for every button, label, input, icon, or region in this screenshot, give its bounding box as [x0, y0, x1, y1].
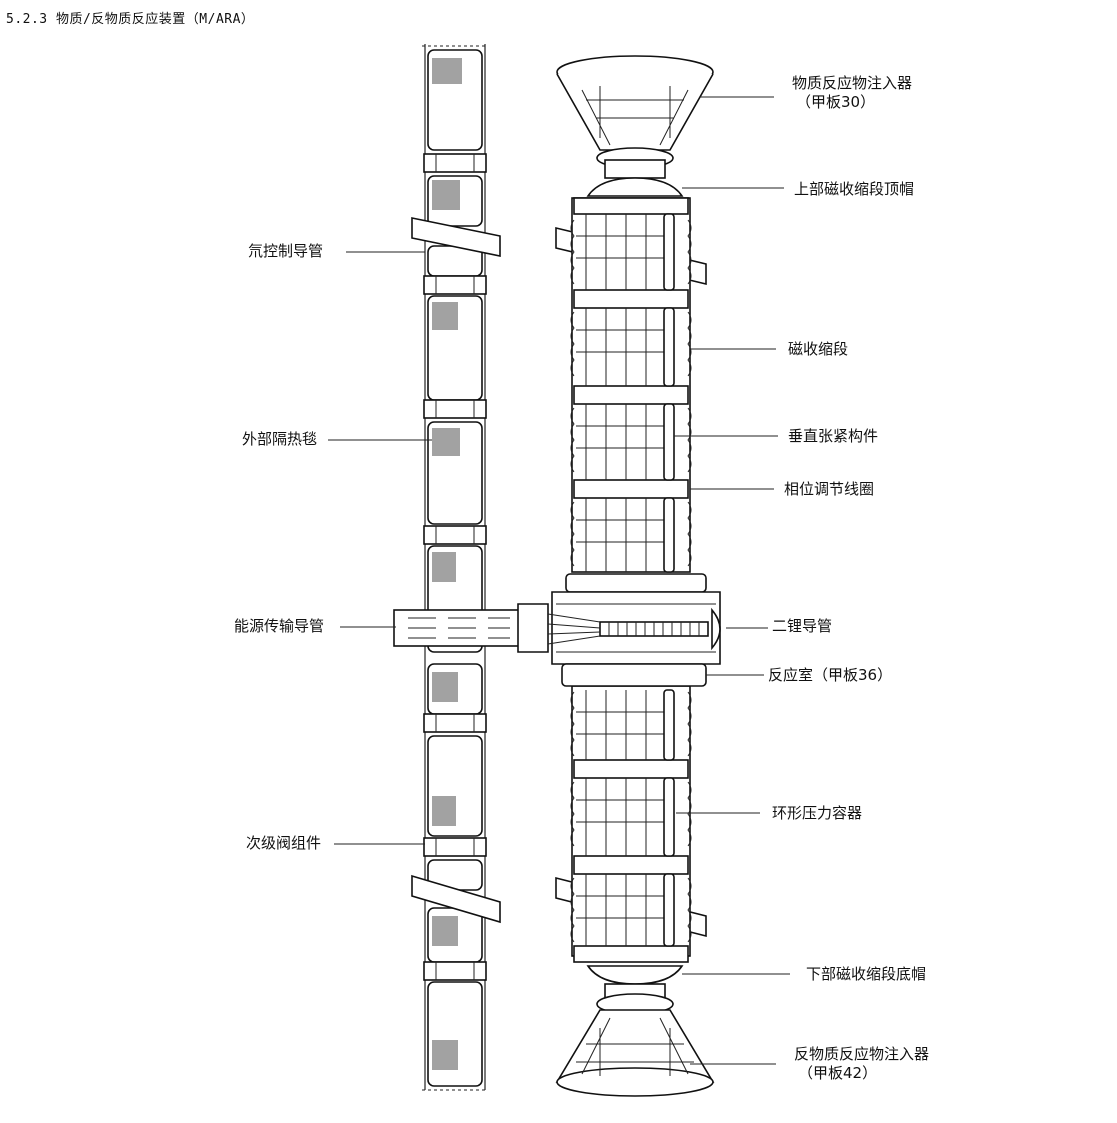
leader-lines [328, 96, 790, 1065]
label-reaction-chamber: 反应室（甲板36） [768, 666, 893, 684]
label-upper-cap: 上部磁收缩段顶帽 [794, 180, 915, 198]
label-secondary-valve: 次级阀组件 [246, 834, 322, 852]
label-insulation-blanket: 外部隔热毯 [242, 430, 318, 448]
label-gas-conduit: 氘控制导管 [248, 242, 324, 260]
matter-injector [556, 55, 714, 179]
page-header: 5.2.3 物质/反物质反应装置（M/ARA） [6, 12, 255, 27]
tension-members [663, 213, 675, 947]
label-matter-injector-ref: （甲板30） [796, 93, 876, 111]
core-column [393, 55, 721, 1097]
label-matter-injector: 物质反应物注入器 （甲板30） [792, 74, 912, 112]
label-lower-cap: 下部磁收缩段底帽 [806, 965, 927, 983]
label-antimatter-injector-name: 反物质反应物注入器 [794, 1045, 930, 1063]
upper-grid [576, 214, 666, 946]
reaction-chamber [393, 573, 721, 687]
label-antimatter-injector: 反物质反应物注入器 （甲板42） [794, 1045, 929, 1083]
left-pipe-column [422, 44, 487, 1091]
label-dilithium-conduit: 二锂导管 [772, 617, 833, 635]
label-antimatter-injector-ref: （甲板42） [798, 1064, 878, 1082]
label-vertical-tension: 垂直张紧构件 [788, 427, 879, 445]
label-matter-injector-name: 物质反应物注入器 [792, 74, 913, 92]
label-phase-coil: 相位调节线圈 [784, 480, 875, 498]
label-toroidal-vessel: 环形压力容器 [772, 804, 863, 822]
toroid-bumps [570, 219, 692, 943]
label-constrictor: 磁收缩段 [788, 340, 849, 358]
antimatter-injector [555, 983, 715, 1097]
label-power-conduit: 能源传输导管 [234, 617, 325, 635]
